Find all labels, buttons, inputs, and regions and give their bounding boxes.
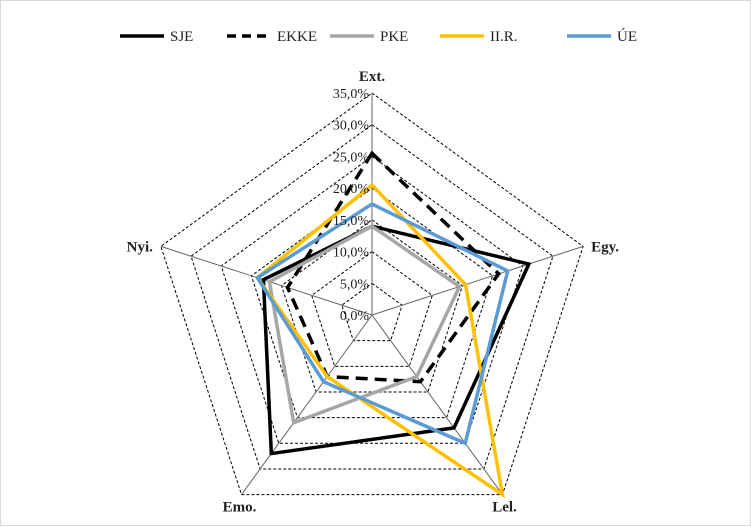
axis-label-ext: Ext. [359, 69, 386, 85]
series-line-ii-r [255, 182, 505, 499]
axis-spoke [371, 314, 503, 495]
grid-ring [190, 124, 554, 470]
legend-item-e: ÚE [567, 28, 637, 45]
series-line-e [254, 201, 510, 446]
series-layer [254, 150, 532, 499]
legend-label: ÚE [617, 28, 637, 45]
tick-label: 0,0% [340, 309, 370, 324]
grid-ring [220, 155, 524, 444]
legend-item-ekke: EKKE [227, 29, 317, 45]
legend-label: II.R. [490, 29, 518, 45]
axis-label-nyi: Nyi. [127, 239, 154, 255]
legend-item-ii-r: II.R. [440, 29, 518, 45]
tick-label: 20,0% [333, 182, 370, 197]
axis-label-emo: Emo. [223, 500, 257, 516]
series-line-sje [261, 224, 532, 456]
tick-label: 25,0% [333, 150, 370, 165]
axis-label-lel: Lel. [492, 500, 517, 516]
tick-label: 30,0% [333, 119, 370, 134]
legend-label: PKE [380, 29, 408, 45]
axis-spoke [241, 314, 373, 495]
tick-label: 15,0% [333, 214, 370, 229]
legend-item-pke: PKE [330, 29, 408, 45]
axis-label-egy: Egy. [591, 239, 619, 255]
axis-labels: Ext. Egy. Lel. Emo. Nyi. [127, 69, 620, 516]
tick-label: 10,0% [333, 246, 370, 261]
axis-spoke [160, 245, 373, 316]
tick-labels: 0,0% 5,0% 10,0% 15,0% 20,0% 25,0% 30,0% 35,0% [333, 87, 370, 324]
axis-spoke [371, 245, 584, 316]
grid-ring [341, 282, 403, 342]
series-line-pke [267, 224, 462, 426]
tick-label: 5,0% [340, 277, 370, 292]
grid-ring [250, 187, 494, 419]
tick-label: 35,0% [333, 87, 370, 102]
radar-grid [160, 92, 584, 496]
legend-label: EKKE [277, 29, 317, 45]
legend: SJE EKKE PKE II.R. ÚE [120, 28, 637, 45]
grid-ring [311, 250, 433, 367]
legend-item-sje: SJE [120, 29, 193, 45]
legend-label: SJE [170, 29, 193, 45]
grid-ring [160, 92, 584, 496]
